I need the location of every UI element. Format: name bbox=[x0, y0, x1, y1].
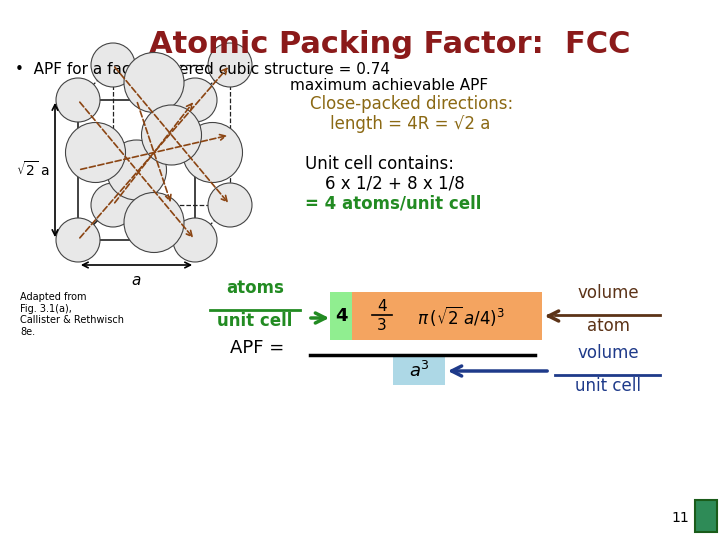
Circle shape bbox=[91, 183, 135, 227]
Text: 11: 11 bbox=[671, 511, 689, 525]
Circle shape bbox=[208, 43, 252, 87]
Text: $a^3$: $a^3$ bbox=[408, 361, 429, 381]
Text: $\pi\,(\sqrt{2}\,a/4)^3$: $\pi\,(\sqrt{2}\,a/4)^3$ bbox=[417, 304, 505, 328]
Circle shape bbox=[173, 78, 217, 122]
Circle shape bbox=[124, 192, 184, 253]
Text: 4: 4 bbox=[377, 299, 387, 314]
Text: 6 x 1/2 + 8 x 1/8: 6 x 1/2 + 8 x 1/8 bbox=[325, 175, 464, 193]
Text: 4: 4 bbox=[335, 307, 347, 325]
Text: 3: 3 bbox=[377, 318, 387, 333]
Circle shape bbox=[182, 123, 243, 183]
Text: •  APF for a face-centered cubic structure = 0.74: • APF for a face-centered cubic structur… bbox=[15, 62, 390, 77]
Circle shape bbox=[56, 78, 100, 122]
Circle shape bbox=[173, 218, 217, 262]
Circle shape bbox=[66, 123, 125, 183]
Bar bbox=[695, 500, 717, 532]
Text: maximum achievable APF: maximum achievable APF bbox=[290, 78, 488, 93]
Text: atoms: atoms bbox=[226, 279, 284, 297]
Circle shape bbox=[56, 218, 100, 262]
Text: unit cell: unit cell bbox=[575, 377, 641, 395]
Text: volume: volume bbox=[577, 284, 639, 302]
Text: Close-packed directions:: Close-packed directions: bbox=[310, 95, 513, 113]
Bar bbox=[330, 292, 352, 340]
Text: atom: atom bbox=[587, 317, 629, 335]
Circle shape bbox=[142, 105, 202, 165]
Bar bbox=[352, 292, 542, 340]
Bar bbox=[393, 357, 445, 385]
Circle shape bbox=[208, 183, 252, 227]
Text: Atomic Packing Factor:  FCC: Atomic Packing Factor: FCC bbox=[149, 30, 631, 59]
Circle shape bbox=[91, 43, 135, 87]
Text: Adapted from
Fig. 3.1(a),
Callister & Rethwisch
8e.: Adapted from Fig. 3.1(a), Callister & Re… bbox=[20, 292, 124, 337]
Text: $a$: $a$ bbox=[131, 273, 142, 288]
Text: APF =: APF = bbox=[230, 339, 284, 357]
Text: $\sqrt{2}$ a: $\sqrt{2}$ a bbox=[16, 160, 50, 179]
Text: length = 4R = √2 a: length = 4R = √2 a bbox=[330, 115, 490, 133]
Circle shape bbox=[107, 140, 166, 200]
Text: volume: volume bbox=[577, 344, 639, 362]
Text: = 4 atoms/unit cell: = 4 atoms/unit cell bbox=[305, 195, 482, 213]
Text: Unit cell contains:: Unit cell contains: bbox=[305, 155, 454, 173]
Text: unit cell: unit cell bbox=[217, 312, 293, 330]
Circle shape bbox=[124, 52, 184, 112]
